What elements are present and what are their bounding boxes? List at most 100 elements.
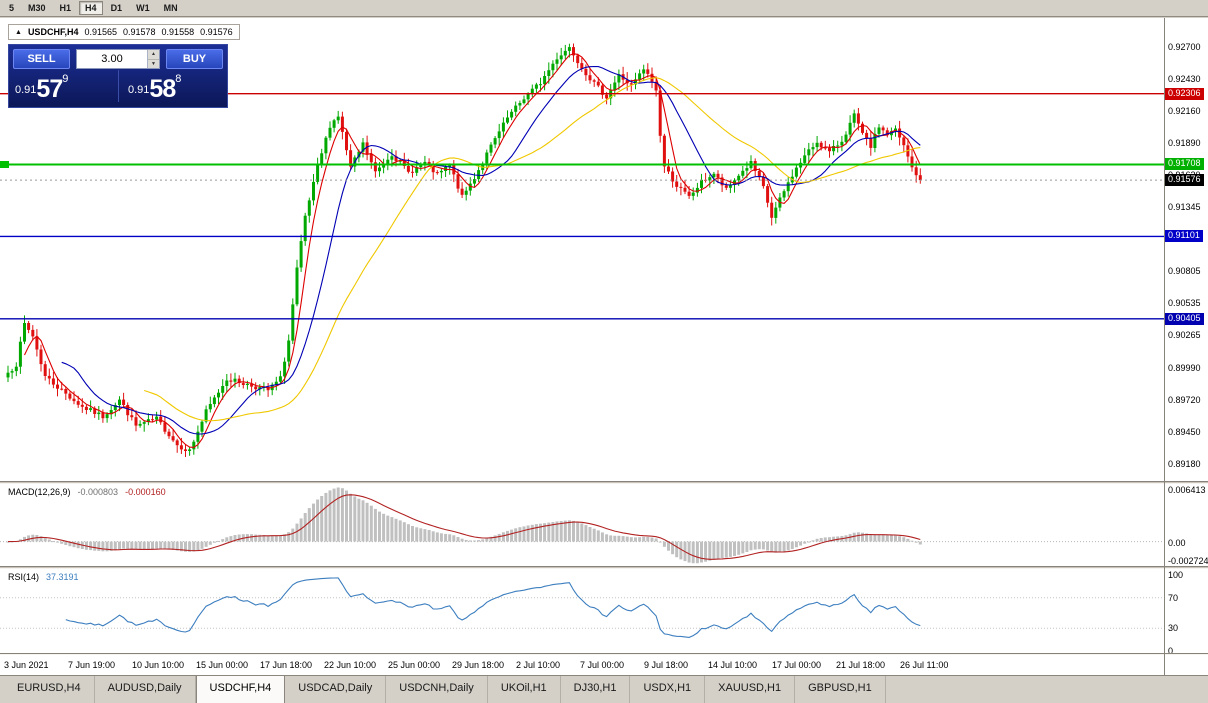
time-axis-label: 7 Jun 19:00 xyxy=(68,660,116,670)
ohlc-close: 0.91576 xyxy=(200,27,233,37)
buy-price[interactable]: 0.91 58 8 xyxy=(118,70,223,102)
macd-indicator-label: MACD(12,26,9) -0.000803 -0.000160 xyxy=(8,487,166,497)
time-axis-label: 3 Jun 2021 xyxy=(4,660,49,670)
price-axis-label: 0.90265 xyxy=(1168,330,1201,340)
chart-tab-usdcad-daily[interactable]: USDCAD,Daily xyxy=(285,676,387,703)
collapse-trade-panel-icon[interactable]: ▲ xyxy=(15,28,22,36)
timeframe-button-m30[interactable]: M30 xyxy=(22,1,52,15)
timeframe-toolbar: 5 M30 H1 H4 D1 W1 MN xyxy=(0,0,1208,17)
macd-axis-label: -0.002724 xyxy=(1168,556,1208,566)
time-axis-label: 14 Jul 10:00 xyxy=(708,660,758,670)
rsi-panel: RSI(14) 37.3191 100 70 30 0 xyxy=(0,569,1208,656)
time-axis-label: 17 Jun 18:00 xyxy=(260,660,313,670)
chart-tab-gbpusd-h1[interactable]: GBPUSD,H1 xyxy=(795,676,886,703)
sell-price-pips: 57 xyxy=(36,75,63,103)
timeframe-button-mn[interactable]: MN xyxy=(158,1,184,15)
chart-tab-usdx-h1[interactable]: USDX,H1 xyxy=(630,676,706,703)
time-axis-label: 25 Jun 00:00 xyxy=(388,660,441,670)
time-axis-label: 15 Jun 00:00 xyxy=(196,660,249,670)
volume-spin-buttons: ▲ ▼ xyxy=(147,50,159,68)
time-axis-label: 21 Jul 18:00 xyxy=(836,660,886,670)
timeframe-button-h1[interactable]: H1 xyxy=(54,1,78,15)
chart-tab-bar: EURUSD,H4 AUDUSD,Daily USDCHF,H4 USDCAD,Dai… xyxy=(0,675,1208,703)
timeframe-button-h4[interactable]: H4 xyxy=(79,1,103,15)
time-axis-label: 10 Jun 10:00 xyxy=(132,660,185,670)
time-axis-label: 2 Jul 10:00 xyxy=(516,660,561,670)
sell-price[interactable]: 0.91 57 9 xyxy=(13,70,118,102)
volume-input[interactable] xyxy=(77,50,147,68)
ohlc-high: 0.91578 xyxy=(123,27,156,37)
sell-price-point: 9 xyxy=(62,73,69,85)
buy-price-main: 0.91 xyxy=(128,84,150,96)
rsi-axis-label: 100 xyxy=(1168,570,1184,580)
price-axis-label: 0.89180 xyxy=(1168,459,1201,469)
level-left-marker[interactable] xyxy=(0,161,9,168)
macd-canvas[interactable] xyxy=(0,484,1164,566)
price-axis-label: 0.90805 xyxy=(1168,266,1201,276)
price-level-badge: 0.91576 xyxy=(1165,174,1204,186)
price-axis-label: 0.92160 xyxy=(1168,106,1201,116)
macd-axis-label: 0.006413 xyxy=(1168,485,1206,495)
chart-tab-ukoil-h1[interactable]: UKOil,H1 xyxy=(488,676,561,703)
panel-splitter[interactable] xyxy=(0,481,1208,484)
chart-tab-eurusd-h4[interactable]: EURUSD,H4 xyxy=(4,676,95,703)
chart-ohlc-header: ▲ USDCHF,H4 0.91565 0.91578 0.91558 0.91… xyxy=(8,24,240,40)
rsi-axis-label: 70 xyxy=(1168,593,1179,603)
price-level-badge: 0.91708 xyxy=(1165,158,1204,170)
rsi-axis-label: 30 xyxy=(1168,623,1179,633)
chart-tab-dj30-h1[interactable]: DJ30,H1 xyxy=(561,676,631,703)
chart-tab-xauusd-h1[interactable]: XAUUSD,H1 xyxy=(705,676,796,703)
axis-separator xyxy=(1164,18,1165,675)
price-level-badge: 0.90405 xyxy=(1165,313,1204,325)
buy-price-point: 8 xyxy=(175,73,182,85)
volume-stepper[interactable]: ▲ ▼ xyxy=(76,49,160,69)
chart-tab-usdchf-h4[interactable]: USDCHF,H4 xyxy=(195,676,286,703)
time-axis-label: 26 Jul 11:00 xyxy=(900,660,949,670)
time-axis-label: 17 Jul 00:00 xyxy=(772,660,822,670)
ohlc-open: 0.91565 xyxy=(84,27,117,37)
rsi-indicator-label: RSI(14) 37.3191 xyxy=(8,572,79,582)
sell-button[interactable]: SELL xyxy=(13,49,70,69)
time-axis-label: 29 Jun 18:00 xyxy=(452,660,505,670)
panel-splitter[interactable] xyxy=(0,653,1208,655)
timeframe-button-5[interactable]: 5 xyxy=(3,1,20,15)
chart-symbol-label: USDCHF,H4 xyxy=(27,27,79,37)
sell-price-main: 0.91 xyxy=(15,84,37,96)
panel-splitter[interactable] xyxy=(0,566,1208,569)
chart-tab-usdcnh-daily[interactable]: USDCNH,Daily xyxy=(386,676,488,703)
price-chart-panel: ▲ USDCHF,H4 0.91565 0.91578 0.91558 0.91… xyxy=(0,18,1208,481)
price-axis-label: 0.92700 xyxy=(1168,42,1201,52)
price-axis-label: 0.89990 xyxy=(1168,363,1201,373)
time-axis[interactable]: 3 Jun 2021 7 Jun 19:00 10 Jun 10:00 15 Jun … xyxy=(0,655,1208,675)
macd-main-value: -0.000803 xyxy=(77,487,119,497)
macd-axis-label: 0.00 xyxy=(1168,538,1186,548)
rsi-value: 37.3191 xyxy=(46,572,79,582)
price-axis-label: 0.91890 xyxy=(1168,138,1201,148)
chart-tab-audusd-daily[interactable]: AUDUSD,Daily xyxy=(95,676,196,703)
rsi-name: RSI(14) xyxy=(8,572,40,582)
price-level-badge: 0.91101 xyxy=(1165,230,1203,242)
macd-panel: MACD(12,26,9) -0.000803 -0.000160 0.0064… xyxy=(0,484,1208,566)
price-axis-label: 0.92430 xyxy=(1168,74,1201,84)
buy-button[interactable]: BUY xyxy=(166,49,223,69)
buy-price-pips: 58 xyxy=(149,75,176,103)
rsi-canvas[interactable] xyxy=(0,569,1164,653)
price-level-badge: 0.92306 xyxy=(1165,88,1204,100)
ohlc-low: 0.91558 xyxy=(161,27,195,37)
time-axis-label: 7 Jul 00:00 xyxy=(580,660,625,670)
time-axis-label: 22 Jun 10:00 xyxy=(324,660,377,670)
price-axis-label: 0.89720 xyxy=(1168,395,1201,405)
price-chart-canvas[interactable] xyxy=(0,18,1164,481)
macd-name: MACD(12,26,9) xyxy=(8,487,71,497)
price-axis-label: 0.91345 xyxy=(1168,202,1201,212)
volume-increase-button[interactable]: ▲ xyxy=(148,50,159,59)
rsi-axis-label: 0 xyxy=(1168,646,1174,656)
macd-signal-value: -0.000160 xyxy=(125,487,166,497)
timeframe-button-d1[interactable]: D1 xyxy=(105,1,129,15)
price-axis-label: 0.89450 xyxy=(1168,427,1201,437)
timeframe-button-w1[interactable]: W1 xyxy=(130,1,156,15)
volume-decrease-button[interactable]: ▼ xyxy=(148,58,159,68)
price-axis-label: 0.90535 xyxy=(1168,298,1201,308)
